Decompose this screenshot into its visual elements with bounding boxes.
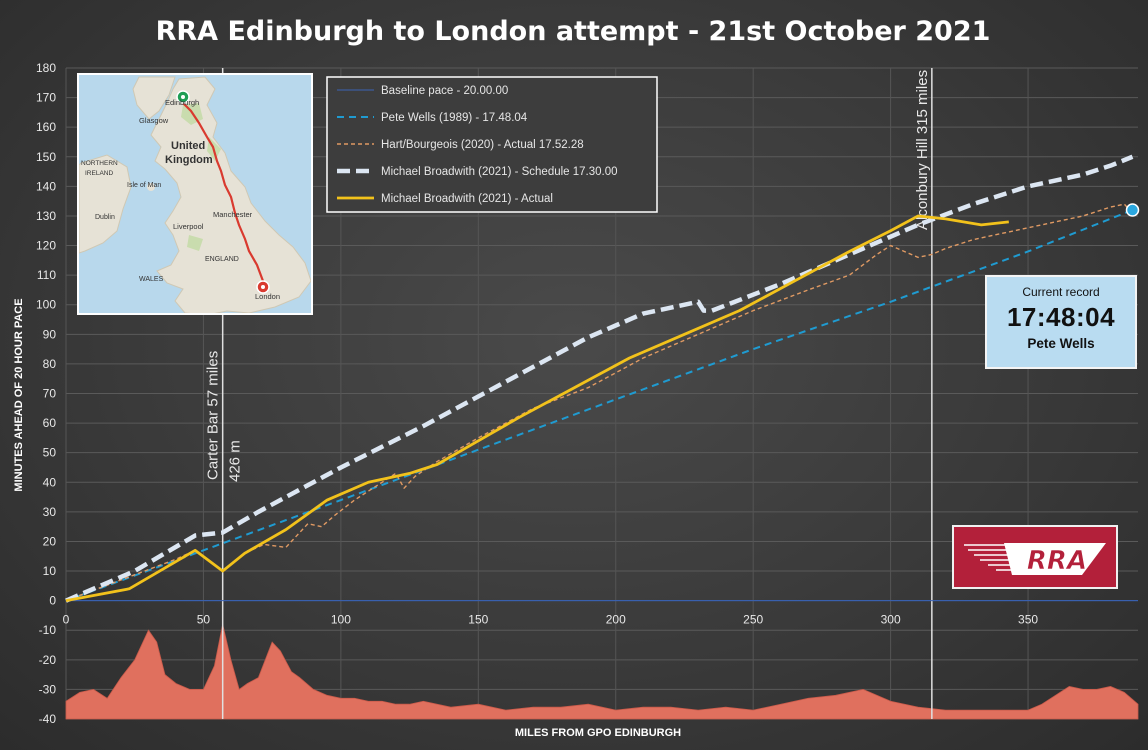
y-tick-label: 80 — [43, 357, 57, 371]
map-label-liverpool: Liverpool — [173, 222, 204, 231]
series-line-4 — [65, 214, 1009, 603]
legend-label: Baseline pace - 20.00.00 — [381, 85, 508, 97]
y-tick-label: 160 — [36, 120, 56, 134]
map-green-areas — [181, 103, 221, 251]
x-tick-label: 350 — [1018, 613, 1038, 627]
record-time: 17:48:04 — [1006, 302, 1116, 332]
elevation-profile — [65, 624, 1139, 720]
x-tick-label: 300 — [881, 613, 901, 627]
legend: Baseline pace - 20.00.00 Pete Wells (1989… — [326, 76, 658, 213]
legend-label: Pete Wells (1989) - 17.48.04 — [381, 112, 528, 124]
y-tick-label: 150 — [36, 150, 56, 164]
elevation-area — [65, 624, 1139, 720]
annotation-label: Alconbury Hill 315 miles — [914, 70, 931, 230]
map-label-dublin: Dublin — [95, 214, 115, 221]
y-tick-label: 120 — [36, 239, 56, 253]
y-tick-label: 50 — [43, 446, 57, 460]
map-label-edinburgh: Edinburgh — [165, 98, 199, 107]
route-map-inset: Edinburgh Glasgow United Kingdom NORTHER… — [77, 73, 313, 315]
y-tick-label: 70 — [43, 387, 57, 401]
map-label-england: ENGLAND — [205, 256, 239, 263]
rra-logo: RRA — [952, 525, 1118, 589]
record-label: Current record — [1022, 285, 1100, 299]
legend-box — [326, 76, 658, 213]
map-start-marker — [176, 90, 190, 104]
y-tick-label: 10 — [43, 564, 57, 578]
annotation-lines: Carter Bar 57 miles 426 m Alconbury Hill 3… — [205, 68, 933, 719]
y-tick-label: -30 — [39, 682, 57, 696]
x-tick-label: 200 — [606, 613, 626, 627]
y-tick-label: 170 — [36, 91, 56, 105]
logo-text: RRA — [1027, 546, 1087, 576]
route-map: Edinburgh Glasgow United Kingdom NORTHER… — [79, 76, 311, 313]
x-tick-label: 150 — [468, 613, 488, 627]
map-label-manchester: Manchester — [213, 210, 253, 219]
map-route-line — [182, 102, 265, 282]
x-tick-label: 250 — [743, 613, 763, 627]
map-label-kingdom: Kingdom — [165, 154, 213, 166]
annotation-label: Carter Bar 57 miles — [205, 351, 222, 480]
y-tick-label: 140 — [36, 179, 56, 193]
y-tick-label: -40 — [39, 712, 57, 726]
map-land-scotland-west — [132, 76, 176, 120]
logo-wing-shape — [1004, 543, 1106, 575]
map-isle-of-man — [147, 183, 155, 191]
series-line-1 — [65, 209, 1133, 602]
current-record-box: Current record 17:48:04 Pete Wells — [985, 275, 1137, 369]
map-label-london: London — [255, 292, 280, 301]
y-tick-label: 130 — [36, 209, 56, 223]
record-holder-name: Pete Wells — [1027, 336, 1095, 351]
y-tick-label: 110 — [37, 268, 56, 282]
map-label-united: United — [171, 140, 205, 152]
series-lines — [65, 154, 1140, 603]
y-tick-label: 180 — [36, 61, 56, 75]
series-line-3 — [65, 154, 1134, 603]
map-land-ireland — [79, 154, 132, 254]
legend-label: Michael Broadwith (2021) - Actual — [381, 193, 553, 205]
y-tick-label: -10 — [39, 623, 57, 637]
x-tick-label: 0 — [63, 613, 70, 627]
y-tick-label: -20 — [39, 653, 57, 667]
y-tick-label: 40 — [43, 475, 57, 489]
y-tick-label: 0 — [49, 594, 56, 608]
x-tick-label: 50 — [197, 613, 211, 627]
map-label-glasgow: Glasgow — [139, 116, 169, 125]
legend-label: Hart/Bourgeois (2020) - Actual 17.52.28 — [381, 139, 584, 151]
map-label-northern: NORTHERN — [81, 160, 118, 167]
map-label-ireland: IRELAND — [85, 170, 113, 177]
chart-title: RRA Edinburgh to London attempt - 21st O… — [156, 16, 991, 47]
rra-logo-graphic: RRA — [964, 543, 1106, 576]
endpoint-marker — [1125, 203, 1140, 217]
y-tick-label: 100 — [36, 298, 56, 312]
map-end-marker — [256, 280, 270, 294]
series-line-2 — [65, 203, 1134, 602]
axis-labels: 1801701601501401301201101009080706050403… — [36, 61, 1038, 726]
x-axis-title: MILES FROM GPO EDINBURGH — [515, 727, 681, 739]
annotation-sublabel: 426 m — [227, 440, 244, 482]
y-axis-title: MINUTES AHEAD OF 20 HOUR PACE — [13, 298, 25, 491]
map-label-isle-of-man: Isle of Man — [127, 182, 161, 189]
y-tick-label: 60 — [43, 416, 57, 430]
x-tick-label: 100 — [331, 613, 351, 627]
y-tick-label: 20 — [43, 534, 57, 548]
legend-label: Michael Broadwith (2021) - Schedule 17.3… — [381, 166, 618, 178]
y-tick-label: 30 — [43, 505, 57, 519]
map-label-wales: WALES — [139, 276, 164, 283]
y-tick-label: 90 — [43, 327, 57, 341]
